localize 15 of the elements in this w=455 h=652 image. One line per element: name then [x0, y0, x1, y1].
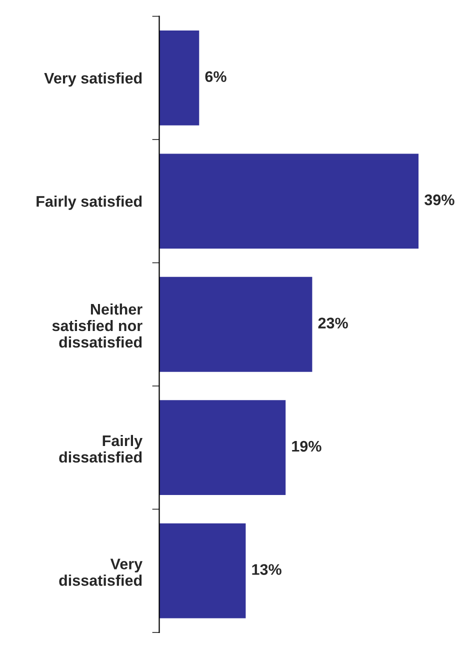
bar — [159, 523, 246, 618]
y-tick-label: Fairly dissatisfied — [59, 434, 143, 463]
data-label: 19% — [292, 440, 322, 452]
bar — [159, 154, 419, 249]
bar — [159, 400, 286, 496]
data-label: 6% — [205, 71, 226, 82]
y-tick-label: Fairly satisfied — [36, 196, 142, 210]
data-label: 39% — [424, 194, 454, 206]
bar — [159, 30, 200, 126]
bar — [159, 276, 312, 372]
y-tick-label: Neither satisfied nor dissatisfied — [52, 303, 142, 348]
data-label: 13% — [252, 564, 282, 575]
data-label: 23% — [318, 318, 348, 328]
y-tick-label: Very satisfied — [44, 72, 142, 87]
y-tick-label: Very dissatisfied — [59, 558, 142, 586]
